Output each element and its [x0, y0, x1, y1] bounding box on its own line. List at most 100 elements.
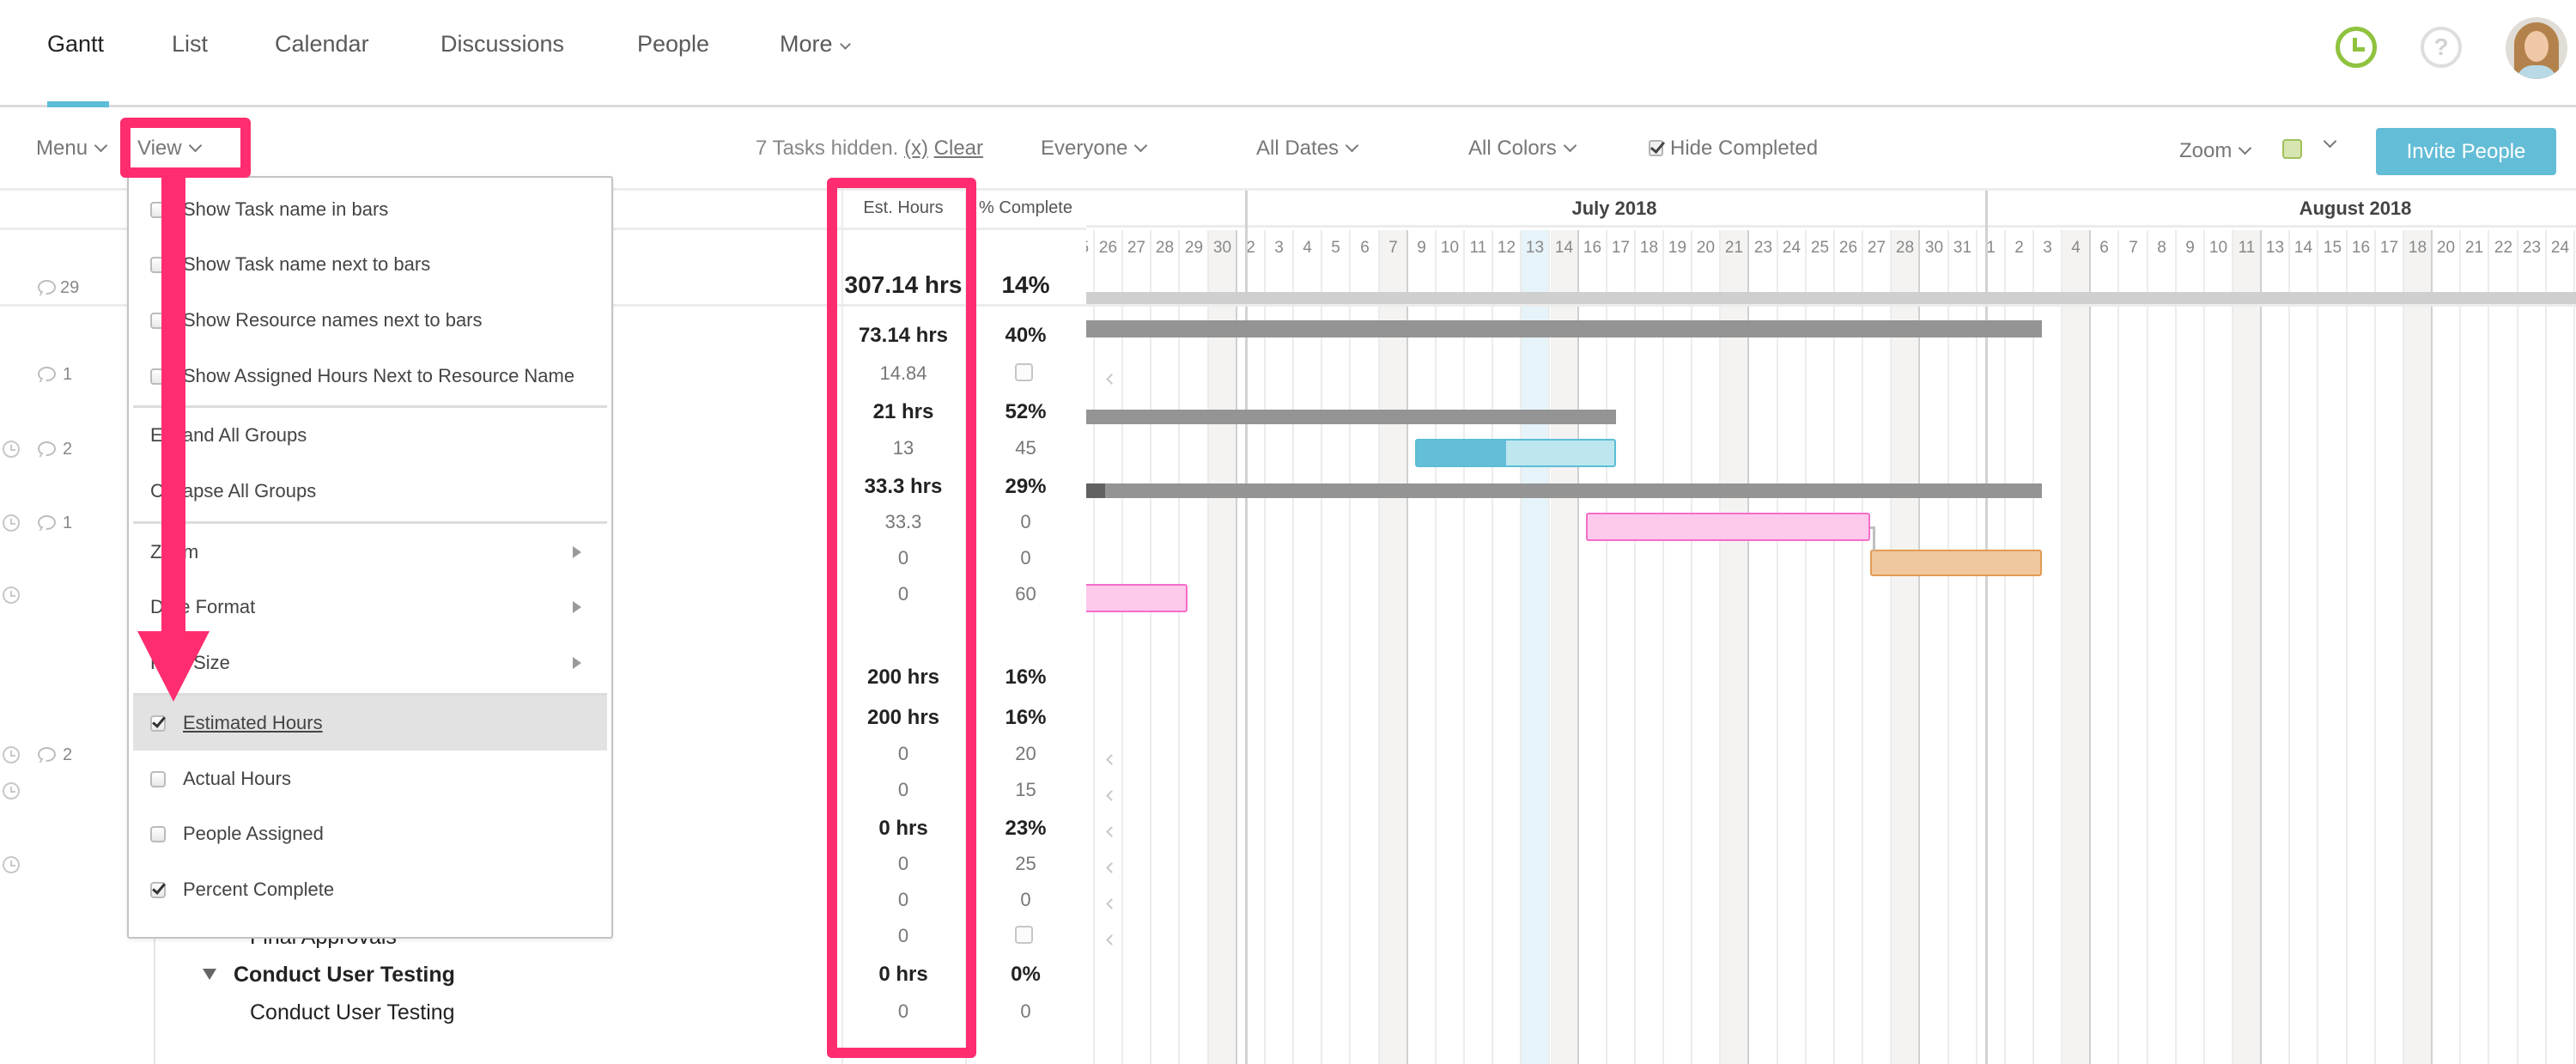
- hide-completed-checkbox[interactable]: [1649, 140, 1663, 156]
- view-menu: Show Task name in bars Show Task name nex…: [127, 176, 613, 939]
- clock-icon[interactable]: [2336, 27, 2377, 68]
- est-hours-cell: 200 hrs: [866, 666, 940, 689]
- menu-item-show-task-name-in-bars[interactable]: Show Task name in bars: [133, 182, 607, 237]
- clear-hidden-link[interactable]: Clear: [933, 137, 984, 160]
- group-name[interactable]: Conduct User Testing: [234, 963, 455, 987]
- group-progress-fill: [1086, 483, 1105, 498]
- tab-people[interactable]: People: [637, 31, 709, 58]
- month-label: August 2018: [2299, 198, 2412, 219]
- help-icon[interactable]: ?: [2421, 27, 2462, 68]
- invite-people-button[interactable]: Invite People: [2376, 128, 2556, 175]
- menu-item-show-task-name-next-to-bars[interactable]: Show Task name next to bars: [133, 237, 607, 292]
- pct-complete-cell: 60: [1015, 583, 1036, 605]
- clock-icon[interactable]: [3, 514, 20, 532]
- comment-icon[interactable]: [38, 367, 56, 381]
- annotation-arrow-head-icon: [137, 631, 210, 702]
- complete-checkbox[interactable]: [1015, 363, 1033, 381]
- user-avatar[interactable]: [2506, 17, 2567, 79]
- menu-item-expand-all-groups[interactable]: Expand All Groups: [133, 408, 607, 463]
- comment-attachment-icon[interactable]: [38, 747, 56, 762]
- group-bar[interactable]: [1086, 320, 2042, 337]
- everyone-label: Everyone: [1041, 137, 1128, 160]
- group-bar[interactable]: [1086, 483, 2042, 498]
- comment-icon[interactable]: [38, 515, 56, 530]
- est-hours-cell: 0: [897, 743, 909, 764]
- task-bar[interactable]: [1415, 439, 1616, 467]
- day-column: 26: [1835, 230, 1863, 1064]
- tab-more[interactable]: More: [780, 31, 851, 58]
- est-hours-header[interactable]: Est. Hours: [863, 198, 944, 217]
- task-bar[interactable]: [1086, 584, 1188, 612]
- comment-attachment-icon[interactable]: [38, 280, 56, 295]
- all-colors-label: All Colors: [1468, 137, 1557, 160]
- task-bar[interactable]: [1870, 550, 2042, 576]
- menu-item-percent-complete[interactable]: Percent Complete: [133, 862, 607, 917]
- clock-icon[interactable]: [3, 441, 20, 458]
- submenu-arrow-icon: [573, 601, 581, 613]
- day-column: 11: [2233, 230, 2262, 1064]
- day-column: 30: [1209, 230, 1237, 1064]
- checkbox[interactable]: [150, 715, 166, 732]
- day-column: 1: [1978, 230, 2006, 1064]
- comment-count: 2: [63, 440, 73, 459]
- tab-list[interactable]: List: [172, 31, 208, 58]
- day-number: 15: [2323, 239, 2342, 257]
- checkbox[interactable]: [150, 826, 166, 842]
- comment-icon[interactable]: [38, 441, 56, 456]
- menu-item-show-resource-names-next-to-bars[interactable]: Show Resource names next to bars: [133, 293, 607, 348]
- tree-guide-line: [154, 938, 155, 1064]
- tab-discussions[interactable]: Discussions: [440, 31, 564, 58]
- day-column: 30: [1921, 230, 1949, 1064]
- menu-item-people-assigned[interactable]: People Assigned: [133, 806, 607, 861]
- zoom-dropdown[interactable]: Zoom: [2179, 139, 2252, 163]
- clock-icon[interactable]: [3, 587, 20, 604]
- day-number: 27: [1127, 239, 1146, 257]
- day-number: 27: [1867, 239, 1886, 257]
- view-dropdown[interactable]: View: [137, 137, 202, 161]
- day-column: 22: [2490, 230, 2518, 1064]
- checkbox[interactable]: [150, 771, 166, 787]
- all-dates-filter[interactable]: All Dates: [1256, 137, 1359, 161]
- clear-prefix[interactable]: (x): [904, 137, 928, 160]
- tab-gantt[interactable]: Gantt: [47, 31, 104, 58]
- all-colors-filter[interactable]: All Colors: [1468, 137, 1577, 161]
- task-name[interactable]: Conduct User Testing: [250, 1000, 455, 1024]
- color-swatch[interactable]: [2282, 139, 2302, 159]
- clock-icon[interactable]: [3, 856, 20, 873]
- menu-item-collapse-all-groups[interactable]: Collapse All Groups: [133, 464, 607, 519]
- day-column: 26: [1095, 230, 1123, 1064]
- pct-complete-header[interactable]: % Complete: [979, 198, 1072, 217]
- task-bar[interactable]: [1586, 513, 1870, 541]
- day-number: 6: [2099, 239, 2109, 257]
- day-column: 16: [1579, 230, 1607, 1064]
- clock-icon[interactable]: [3, 782, 20, 800]
- tab-calendar[interactable]: Calendar: [275, 31, 369, 58]
- menu-dropdown[interactable]: Menu: [36, 137, 108, 161]
- tasks-hidden-text: 7 Tasks hidden.: [756, 137, 899, 160]
- est-hours-cell: 21 hrs: [872, 400, 934, 423]
- est-hours-cell: 33.3 hrs: [864, 475, 943, 498]
- day-number: 30: [1212, 239, 1232, 257]
- menu-item-show-assigned-hours-next-to-resource-name[interactable]: Show Assigned Hours Next to Resource Nam…: [133, 349, 607, 404]
- day-number: 3: [2043, 239, 2052, 257]
- day-number: 2: [1246, 239, 1255, 257]
- group-bar[interactable]: [1086, 410, 1616, 424]
- day-number: 13: [2265, 239, 2285, 257]
- complete-checkbox[interactable]: [1015, 926, 1033, 944]
- color-swatch-chevron[interactable]: [2317, 134, 2337, 155]
- day-number: 6: [1360, 239, 1370, 257]
- menu-item-date-format[interactable]: Date Format: [133, 580, 607, 635]
- checkbox[interactable]: [150, 882, 166, 898]
- everyone-filter[interactable]: Everyone: [1041, 137, 1148, 161]
- day-number: 30: [1924, 239, 1944, 257]
- pct-complete-cell: 16%: [1005, 666, 1047, 689]
- menu-item-estimated-hours[interactable]: Estimated Hours: [133, 696, 607, 751]
- hide-completed-toggle[interactable]: Hide Completed: [1649, 137, 1818, 161]
- collapse-triangle-icon[interactable]: [203, 969, 216, 980]
- comment-count: 1: [63, 514, 73, 532]
- annotation-highlight-est-hours: [827, 178, 976, 1058]
- menu-item-actual-hours[interactable]: Actual Hours: [133, 751, 607, 806]
- clock-icon[interactable]: [3, 746, 20, 763]
- menu-item-zoom[interactable]: Zoom: [133, 525, 607, 580]
- tab-label: Discussions: [440, 31, 565, 57]
